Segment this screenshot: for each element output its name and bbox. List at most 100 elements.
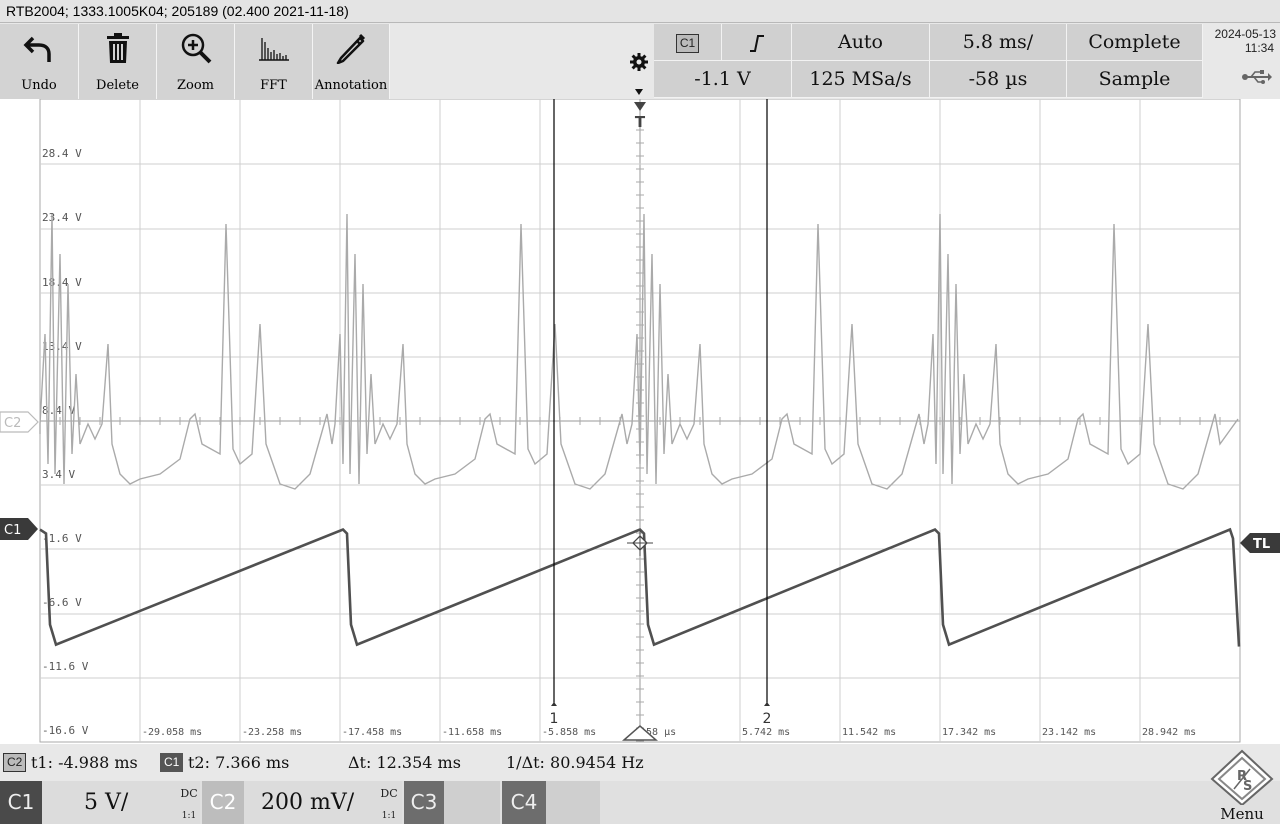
trigger-level[interactable]: -1.1 V <box>654 61 792 98</box>
trigger-source[interactable]: C1 <box>654 24 722 61</box>
title-bar: RTB2004; 1333.1005K04; 205189 (02.400 20… <box>0 0 1280 23</box>
acquisition-state[interactable]: Complete <box>1067 24 1203 61</box>
timebase[interactable]: 5.8 ms/ <box>930 24 1067 61</box>
trigger-source-badge: C1 <box>675 33 700 53</box>
trigger-t-label: T <box>635 113 646 131</box>
delta-t-readout: Δt: 12.354 ms <box>348 753 461 772</box>
c2-scale: 200 mV/ <box>261 790 355 815</box>
cursor-1-handle-icon[interactable] <box>551 702 557 706</box>
voltage-tick-label: 8.4 V <box>42 404 75 417</box>
menu-button[interactable]: R S Menu <box>1204 745 1280 824</box>
time-tick-label: -11.658 ms <box>442 727 502 738</box>
fft-button[interactable]: FFT <box>235 24 313 99</box>
sample-rate[interactable]: 125 MSa/s <box>792 61 930 98</box>
time-tick-label: -29.058 ms <box>142 727 202 738</box>
cursor-2-handle-icon[interactable] <box>764 702 770 706</box>
c4-scale-box[interactable] <box>546 781 600 824</box>
menu-label: Menu <box>1220 805 1264 823</box>
trigger-mode[interactable]: Auto <box>792 24 930 61</box>
time-tick-label: 5.742 ms <box>742 727 790 738</box>
cursor-2-label: 2 <box>763 711 772 727</box>
cursor-readout-bar: C2 t1: -4.988 ms C1 t2: 7.366 ms Δt: 12.… <box>0 744 1280 781</box>
undo-button[interactable]: Undo <box>0 24 79 99</box>
waveform-area[interactable]: 28.4 V23.4 V18.4 V13.4 V8.4 V3.4 V-1.6 V… <box>0 98 1280 744</box>
trigger-slope[interactable] <box>722 24 792 61</box>
time-tick-label: 28.942 ms <box>1142 727 1196 738</box>
c1-coupling: DC <box>180 787 198 800</box>
date-time: 2024-05-13 11:34 <box>1204 24 1278 99</box>
rising-edge-icon <box>749 35 764 52</box>
c2-channel-tag[interactable]: C2 <box>202 781 244 824</box>
voltage-tick-label: 3.4 V <box>42 468 75 481</box>
c1-scale: 5 V/ <box>84 790 129 815</box>
c3-channel-tag[interactable]: C3 <box>404 781 444 824</box>
voltage-tick-label: -16.6 V <box>42 724 89 737</box>
c1-probe-ratio: 1:1 <box>181 811 197 821</box>
c4-channel-tag[interactable]: C4 <box>502 781 546 824</box>
zoom-label: Zoom <box>176 78 214 93</box>
voltage-tick-label: 18.4 V <box>42 276 82 289</box>
pencil-icon <box>336 33 366 64</box>
annotation-button[interactable]: Annotation <box>313 24 390 99</box>
time-tick-label: -5.858 ms <box>542 727 596 738</box>
zoom-button[interactable]: Zoom <box>157 24 235 99</box>
delete-label: Delete <box>96 78 139 93</box>
t2-readout: t2: 7.366 ms <box>188 753 290 772</box>
delete-button[interactable]: Delete <box>79 24 157 99</box>
fft-label: FFT <box>260 78 287 93</box>
trigger-point-crosshair <box>627 530 653 556</box>
horizontal-position-marker-icon[interactable] <box>622 725 658 741</box>
undo-icon <box>23 36 51 62</box>
zoom-icon <box>181 33 211 64</box>
c3-scale-box[interactable] <box>444 781 500 824</box>
trash-icon <box>106 33 129 63</box>
voltage-tick-label: 28.4 V <box>42 147 82 160</box>
usb-icon <box>1242 70 1272 84</box>
c1-marker-label: C1 <box>4 523 21 538</box>
settings-button[interactable] <box>624 24 654 99</box>
rohde-schwarz-logo-icon: R S <box>1210 749 1274 805</box>
trigger-position-marker-icon[interactable] <box>634 102 646 111</box>
time-axis-labels: -29.058 ms -23.258 ms -17.458 ms -11.658 ms… <box>142 727 1196 738</box>
time-tick-label: 17.342 ms <box>942 727 996 738</box>
time-tick-label: -17.458 ms <box>342 727 402 738</box>
c2-probe-ratio: 1:1 <box>381 811 397 821</box>
gear-icon <box>630 53 648 71</box>
c2-scale-box[interactable]: 200 mV/ DC 1:1 <box>244 781 402 824</box>
acquisition-mode[interactable]: Sample <box>1067 61 1203 98</box>
t1-readout: t1: -4.988 ms <box>31 753 138 772</box>
waveform-display[interactable]: 28.4 V 23.4 V 18.4 V 13.4 V 8.4 V 3.4 V -1.6 V… <box>0 98 1280 744</box>
trigger-level-marker[interactable]: TL <box>1240 533 1280 553</box>
time-text: 11:34 <box>1244 41 1274 55</box>
c2-trace <box>39 213 1239 490</box>
t1-channel-badge: C2 <box>3 753 27 772</box>
c2-coupling: DC <box>380 787 398 800</box>
time-tick-label: 23.142 ms <box>1042 727 1096 738</box>
chevron-down-icon <box>635 89 643 95</box>
toolbar-spacer <box>390 24 624 99</box>
svg-text:R: R <box>1237 769 1247 784</box>
c2-marker-label: C2 <box>4 416 21 431</box>
time-tick-label: -58 µs <box>640 727 676 738</box>
c2-offset-marker[interactable]: C2 <box>0 411 39 433</box>
channel-bar: C1 5 V/ DC 1:1 C2 200 mV/ DC 1:1 C3 C4 R… <box>0 749 1280 824</box>
c1-offset-marker[interactable]: C1 <box>0 518 38 540</box>
horizontal-position[interactable]: -58 µs <box>930 61 1067 98</box>
undo-label: Undo <box>21 78 57 93</box>
voltage-tick-label: -11.6 V <box>42 660 89 673</box>
time-tick-label: -23.258 ms <box>242 727 302 738</box>
time-tick-label: 11.542 ms <box>842 727 896 738</box>
voltage-tick-label: 23.4 V <box>42 211 82 224</box>
voltage-tick-label: -1.6 V <box>42 532 82 545</box>
annotation-label: Annotation <box>314 78 388 93</box>
inverse-delta-t-readout: 1/Δt: 80.9454 Hz <box>506 753 644 772</box>
c1-trace <box>39 527 1241 647</box>
t2-channel-badge: C1 <box>160 753 184 772</box>
c1-scale-box[interactable]: 5 V/ DC 1:1 <box>42 781 200 824</box>
date-text: 2024-05-13 <box>1214 27 1276 41</box>
c1-channel-tag[interactable]: C1 <box>0 781 42 824</box>
fft-spectrum-icon <box>258 38 289 61</box>
cursor-1-label: 1 <box>550 711 559 727</box>
voltage-tick-label: -6.6 V <box>42 596 82 609</box>
tl-marker-label: TL <box>1253 537 1270 552</box>
